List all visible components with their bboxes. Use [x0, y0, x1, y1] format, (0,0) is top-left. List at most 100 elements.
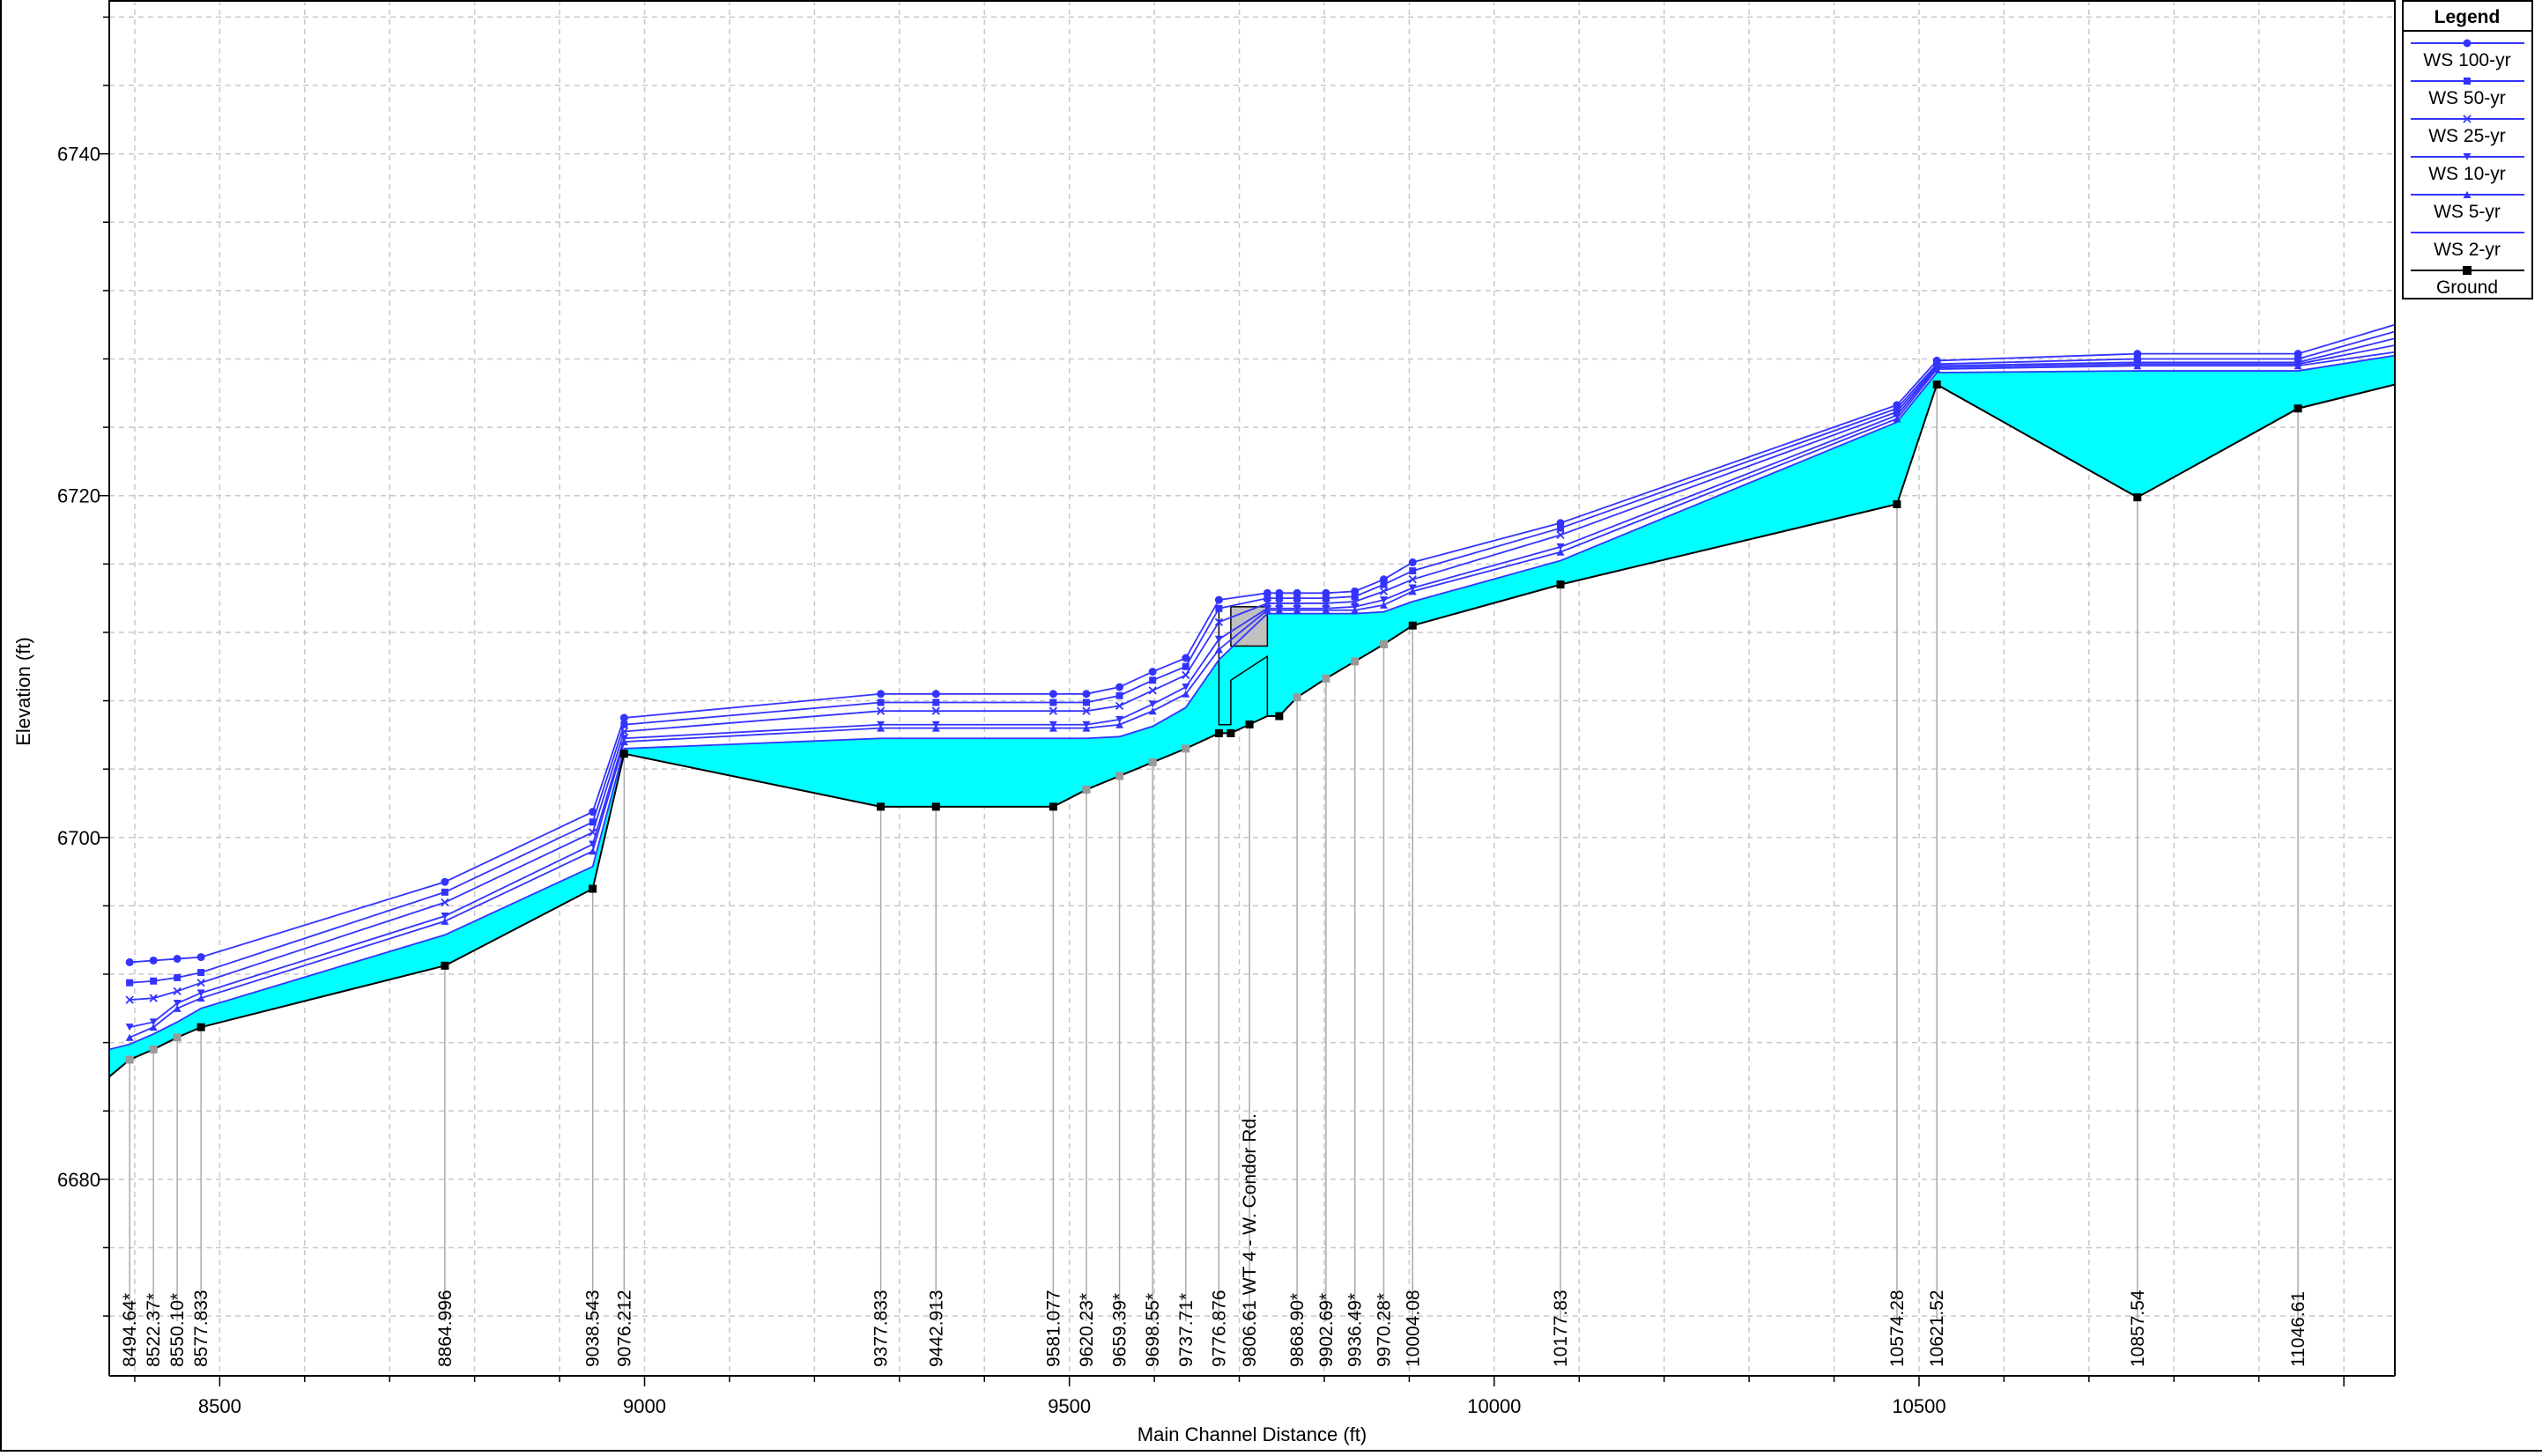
- ws-marker-triangle-up: [196, 994, 205, 1002]
- station-label: 10574.28: [1887, 1290, 1908, 1367]
- ws-marker-triangle-down: [1182, 684, 1190, 691]
- x-tick-label: 10500: [1892, 1395, 1945, 1417]
- ws-marker-square: [1215, 604, 1223, 612]
- ground-marker: [1245, 720, 1254, 728]
- ground-marker: [149, 1045, 158, 1053]
- ws-line-2: [130, 337, 2395, 1001]
- x-tick-label: 9000: [623, 1395, 666, 1417]
- ground-marker: [1182, 744, 1190, 753]
- ws-marker-triangle-down: [173, 999, 182, 1007]
- legend: Legend WS 100-yr WS 50-yr WS 25-yr WS 10-yr W…: [2402, 0, 2533, 299]
- station-label: 9659.39*: [1110, 1293, 1130, 1367]
- station-label: 8494.64*: [120, 1293, 140, 1367]
- ws-marker-triangle-up: [149, 1024, 158, 1031]
- ws-marker-triangle-up: [1556, 548, 1565, 556]
- ws-marker-triangle-up: [1275, 606, 1284, 614]
- station-label: 9970.28*: [1374, 1293, 1394, 1367]
- ws-marker-square: [1557, 524, 1565, 532]
- ws-marker-square: [1182, 662, 1189, 670]
- ws-marker-square: [1264, 595, 1271, 602]
- ground-marker: [441, 961, 449, 970]
- ws-marker-x: [619, 727, 629, 736]
- ws-marker-triangle-up: [1263, 606, 1271, 614]
- ws-marker-square: [2133, 355, 2141, 363]
- legend-entry-label: WS 2-yr: [2434, 240, 2501, 260]
- station-label: 10004.08: [1403, 1290, 1423, 1367]
- legend-entry-label: Ground: [2436, 277, 2498, 298]
- ws-marker-triangle-up: [2294, 362, 2302, 370]
- station-label: 9038.543: [583, 1290, 604, 1367]
- ws-marker-triangle-down: [1379, 596, 1388, 604]
- ws-marker-triangle-up: [1049, 724, 1057, 732]
- ws-marker-triangle-down: [1148, 700, 1157, 708]
- ws-marker-triangle-up: [931, 724, 940, 732]
- ws-marker-x: [1214, 617, 1224, 626]
- ws-marker-triangle-up: [2133, 362, 2142, 370]
- x-tick-label: 10000: [1467, 1395, 1521, 1417]
- bridge-deck: [1230, 606, 1269, 647]
- y-tick-label: 6680: [57, 1169, 100, 1191]
- x-tick-label: 9500: [1048, 1395, 1091, 1417]
- legend-entry-label: WS 10-yr: [2428, 164, 2506, 184]
- ws-marker-square: [174, 973, 182, 981]
- ws-marker-triangle-up: [1932, 366, 1941, 373]
- ws-marker-triangle-up: [441, 917, 449, 925]
- ground-marker: [1115, 772, 1124, 780]
- station-label: 10621.52: [1927, 1290, 1947, 1367]
- ws-marker-square: [1409, 567, 1417, 575]
- ws-marker-x: [125, 995, 134, 1004]
- ws-marker-triangle-down: [441, 913, 449, 920]
- x-axis-title: Main Channel Distance (ft): [1138, 1423, 1367, 1445]
- station-label: 8522.37*: [144, 1293, 164, 1367]
- ws-marker-x: [196, 979, 205, 987]
- ground-marker: [1893, 499, 1901, 508]
- ws-marker-triangle-down: [196, 989, 205, 997]
- station-label: 9936.49*: [1345, 1293, 1366, 1367]
- legend-marker-triangle-down: [2463, 153, 2472, 160]
- ws-marker-square: [1115, 691, 1123, 699]
- legend-marker-triangle-up: [2463, 191, 2472, 198]
- grid-lines: [109, 0, 2395, 1376]
- ws-marker-triangle-up: [173, 1004, 182, 1012]
- x-tick-label: 8500: [198, 1395, 241, 1417]
- ws-marker-x: [1115, 701, 1124, 711]
- ground-marker: [877, 802, 886, 811]
- ws-marker-square: [1149, 676, 1157, 684]
- ws-marker-circle: [173, 955, 182, 964]
- ws-marker-triangle-up: [1082, 724, 1091, 732]
- ws-marker-x: [1082, 706, 1091, 715]
- y-tick-label: 6720: [57, 485, 100, 507]
- legend-entry-label: WS 100-yr: [2423, 50, 2510, 70]
- station-label: 9620.23*: [1077, 1293, 1097, 1367]
- ws-marker-triangle-up: [589, 847, 597, 855]
- station-label: 9902.69*: [1316, 1293, 1337, 1367]
- ws-marker-square: [1893, 404, 1901, 412]
- ground-marker: [1293, 693, 1301, 702]
- station-label: 9737.71*: [1176, 1293, 1197, 1367]
- station-label: 9076.212: [614, 1290, 634, 1367]
- legend-entry-label: WS 25-yr: [2428, 126, 2506, 146]
- station-label: 10857.54: [2128, 1290, 2148, 1367]
- ws-marker-circle: [1214, 595, 1223, 604]
- ws-marker-circle: [1408, 558, 1417, 566]
- station-label: 11046.61: [2288, 1291, 2309, 1367]
- ground-marker: [931, 802, 940, 811]
- ws-marker-triangle-up: [1115, 721, 1124, 728]
- ws-marker-square: [1380, 580, 1388, 588]
- legend-entry-label: WS 50-yr: [2428, 88, 2506, 108]
- ground-marker: [1932, 381, 1941, 389]
- ws-line-5: [109, 354, 2395, 1051]
- ws-marker-square: [1293, 595, 1301, 602]
- ws-marker-triangle-up: [1214, 646, 1223, 654]
- ws-marker-x: [931, 706, 940, 715]
- ws-marker-circle: [1115, 683, 1124, 691]
- ground-marker: [1227, 728, 1235, 737]
- ws-marker-x: [441, 898, 449, 907]
- station-label: 10177.83: [1551, 1290, 1571, 1367]
- ws-marker-triangle-down: [1556, 543, 1565, 551]
- ground-marker: [1275, 712, 1284, 721]
- ws-marker-triangle-down: [125, 1024, 134, 1031]
- ws-marker-triangle-down: [1214, 635, 1223, 643]
- station-label: 9776.876: [1209, 1290, 1229, 1367]
